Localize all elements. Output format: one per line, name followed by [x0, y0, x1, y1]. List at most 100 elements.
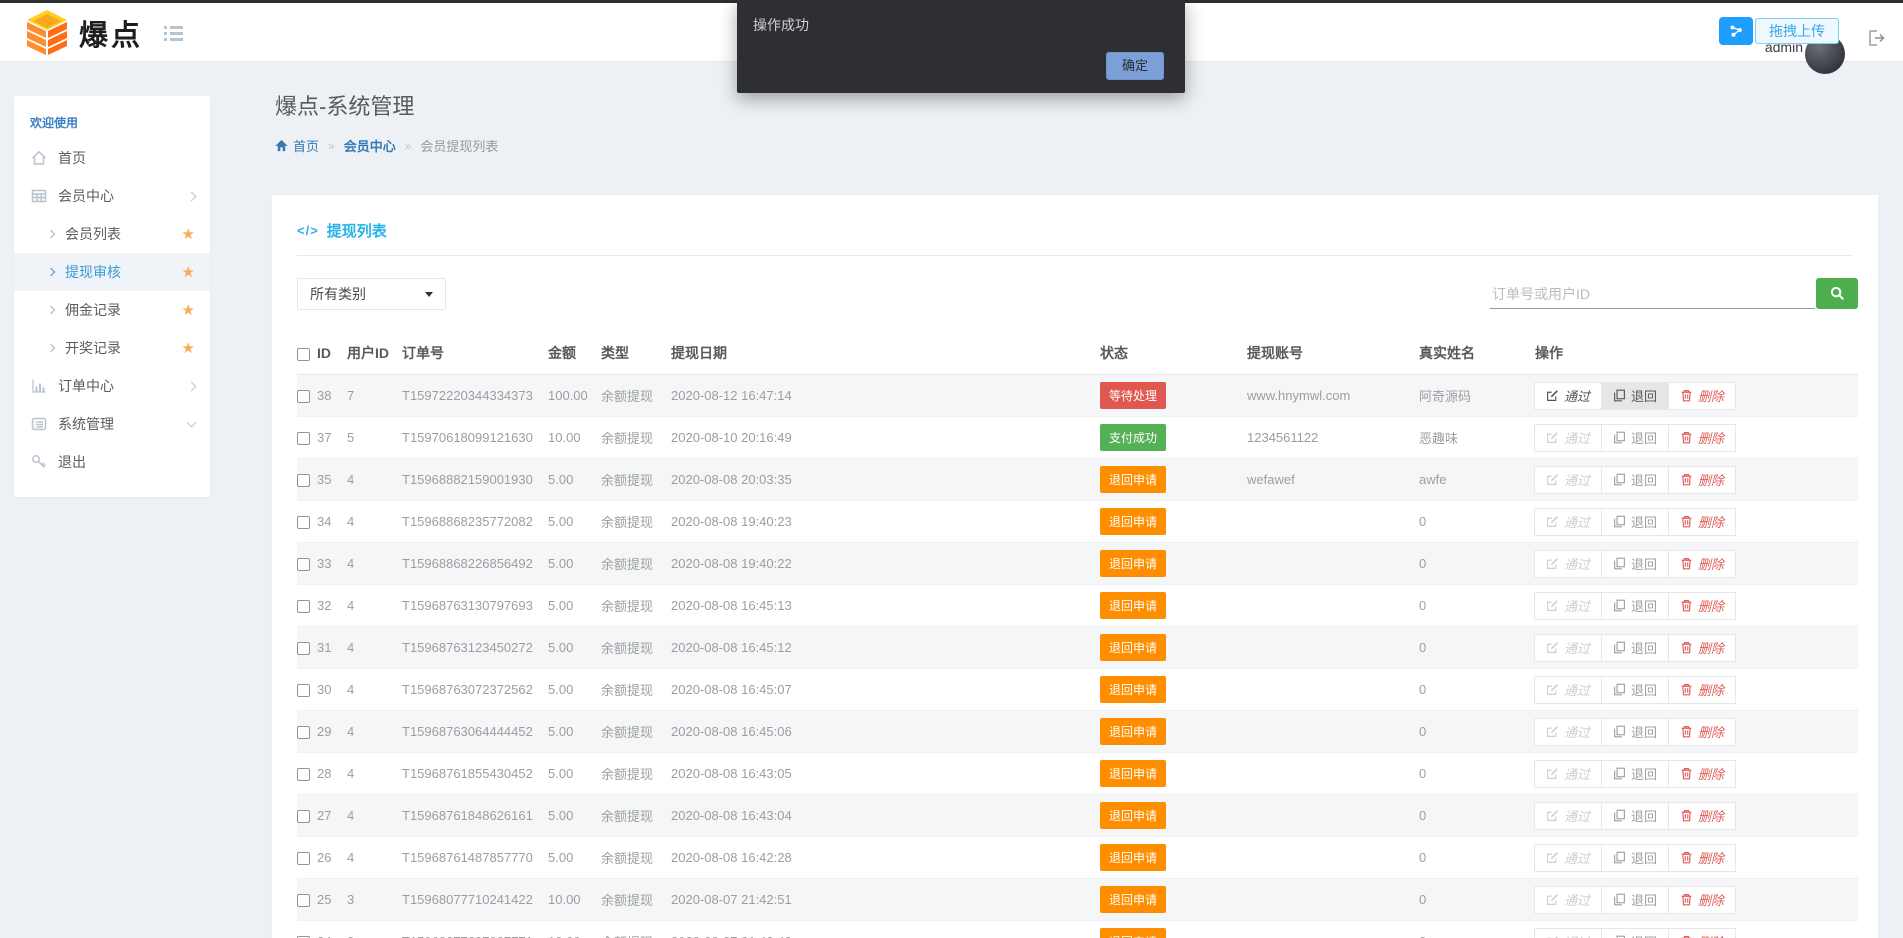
drag-upload-button[interactable]: 拖拽上传: [1755, 18, 1839, 44]
cell-id: 33: [317, 542, 347, 585]
sidebar-item-withdraw-review[interactable]: 提现审核 ★: [14, 253, 210, 291]
delete-button[interactable]: 删除: [1668, 591, 1737, 620]
cell-user-id: 4: [347, 752, 402, 795]
row-checkbox[interactable]: [297, 684, 310, 698]
sidebar-item-label: 开奖记录: [65, 340, 121, 356]
return-button[interactable]: 退回: [1601, 801, 1670, 830]
sidebar-item-order-center[interactable]: 订单中心: [14, 367, 210, 405]
delete-button[interactable]: 删除: [1668, 717, 1737, 746]
return-button[interactable]: 退回: [1601, 927, 1670, 938]
row-checkbox[interactable]: [297, 768, 310, 782]
search-button[interactable]: [1816, 278, 1858, 309]
trash-icon: [1681, 516, 1692, 528]
pass-button[interactable]: 通过: [1534, 591, 1603, 620]
delete-button[interactable]: 删除: [1668, 549, 1737, 578]
sidebar-item-lottery-records[interactable]: 开奖记录 ★: [14, 329, 210, 367]
delete-button[interactable]: 删除: [1668, 423, 1737, 452]
sidebar-item-member-center[interactable]: 会员中心: [14, 177, 210, 215]
delete-button[interactable]: 删除: [1668, 675, 1737, 704]
brand-logo[interactable]: 爆点: [24, 10, 143, 55]
row-checkbox[interactable]: [297, 474, 310, 488]
row-checkbox[interactable]: [297, 894, 310, 908]
pass-button[interactable]: 通过: [1534, 927, 1603, 938]
cell-order-no: T15968763064444452: [402, 710, 548, 753]
pass-button[interactable]: 通过: [1534, 423, 1603, 452]
row-checkbox[interactable]: [297, 390, 310, 404]
sidebar-toggle-icon[interactable]: [164, 26, 183, 44]
sidebar-item-home[interactable]: 首页: [14, 139, 210, 177]
sidebar-item-system-management[interactable]: 系统管理: [14, 405, 210, 443]
return-button[interactable]: 退回: [1601, 843, 1670, 872]
trash-icon: [1681, 558, 1692, 570]
category-select[interactable]: 所有类别: [297, 278, 446, 310]
pass-button[interactable]: 通过: [1534, 843, 1603, 872]
return-button[interactable]: 退回: [1601, 465, 1670, 494]
row-checkbox[interactable]: [297, 432, 310, 446]
pass-button[interactable]: 通过: [1534, 633, 1603, 662]
status-badge: 退回申请: [1100, 550, 1167, 577]
pass-button[interactable]: 通过: [1534, 549, 1603, 578]
return-button[interactable]: 退回: [1601, 633, 1670, 662]
select-all-checkbox[interactable]: [297, 347, 310, 361]
sidebar-item-member-list[interactable]: 会员列表 ★: [14, 215, 210, 253]
pass-button[interactable]: 通过: [1534, 507, 1603, 536]
pass-button[interactable]: 通过: [1534, 759, 1603, 788]
delete-button[interactable]: 删除: [1668, 465, 1737, 494]
edit-icon: [1547, 600, 1558, 611]
logout-icon[interactable]: [1867, 29, 1886, 52]
return-button[interactable]: 退回: [1601, 381, 1670, 410]
row-actions: 通过 退回 删除: [1534, 507, 1737, 536]
search-input[interactable]: [1490, 280, 1815, 309]
row-actions: 通过 退回 删除: [1534, 801, 1737, 830]
cell-amount: 5.00: [548, 500, 601, 543]
cell-real-name: 0: [1419, 668, 1535, 711]
row-checkbox[interactable]: [297, 726, 310, 740]
dialog-confirm-button[interactable]: 确定: [1106, 52, 1164, 80]
delete-button[interactable]: 删除: [1668, 633, 1737, 662]
cell-id: 27: [317, 794, 347, 837]
return-button[interactable]: 退回: [1601, 885, 1670, 914]
sidebar-item-commission-records[interactable]: 佣金记录 ★: [14, 291, 210, 329]
return-button[interactable]: 退回: [1601, 591, 1670, 620]
share-upload-icon[interactable]: [1719, 17, 1753, 45]
pass-button[interactable]: 通过: [1534, 717, 1603, 746]
row-checkbox[interactable]: [297, 936, 310, 938]
delete-button[interactable]: 删除: [1668, 507, 1737, 536]
pass-button[interactable]: 通过: [1534, 465, 1603, 494]
return-button[interactable]: 退回: [1601, 675, 1670, 704]
delete-button[interactable]: 删除: [1668, 927, 1737, 938]
delete-button[interactable]: 删除: [1668, 759, 1737, 788]
row-checkbox[interactable]: [297, 600, 310, 614]
sidebar-item-exit[interactable]: 退出: [14, 443, 210, 481]
pass-button[interactable]: 通过: [1534, 885, 1603, 914]
sidebar-item-label: 退出: [58, 454, 86, 470]
edit-icon: [1547, 558, 1558, 569]
copy-icon: [1614, 431, 1625, 444]
delete-button[interactable]: 删除: [1668, 381, 1737, 410]
cell-account: [1247, 500, 1419, 543]
return-button[interactable]: 退回: [1601, 507, 1670, 536]
delete-button[interactable]: 删除: [1668, 885, 1737, 914]
pass-button[interactable]: 通过: [1534, 381, 1603, 410]
cell-real-name: 0: [1419, 542, 1535, 585]
return-button[interactable]: 退回: [1601, 759, 1670, 788]
delete-button[interactable]: 删除: [1668, 801, 1737, 830]
row-checkbox[interactable]: [297, 642, 310, 656]
breadcrumb-member-center-link[interactable]: 会员中心: [343, 139, 396, 154]
column-header-order-no: 订单号: [402, 334, 548, 375]
return-button[interactable]: 退回: [1601, 717, 1670, 746]
search-icon: [1830, 286, 1844, 301]
delete-button[interactable]: 删除: [1668, 843, 1737, 872]
cell-user-id: 4: [347, 668, 402, 711]
row-checkbox[interactable]: [297, 558, 310, 572]
row-checkbox[interactable]: [297, 852, 310, 866]
page-title: 爆点-系统管理: [275, 94, 415, 119]
pass-button[interactable]: 通过: [1534, 801, 1603, 830]
return-button[interactable]: 退回: [1601, 423, 1670, 452]
pass-button[interactable]: 通过: [1534, 675, 1603, 704]
breadcrumb-home-link[interactable]: 首页: [275, 136, 319, 155]
row-checkbox[interactable]: [297, 516, 310, 530]
copy-icon: [1614, 851, 1625, 864]
return-button[interactable]: 退回: [1601, 549, 1670, 578]
row-checkbox[interactable]: [297, 810, 310, 824]
